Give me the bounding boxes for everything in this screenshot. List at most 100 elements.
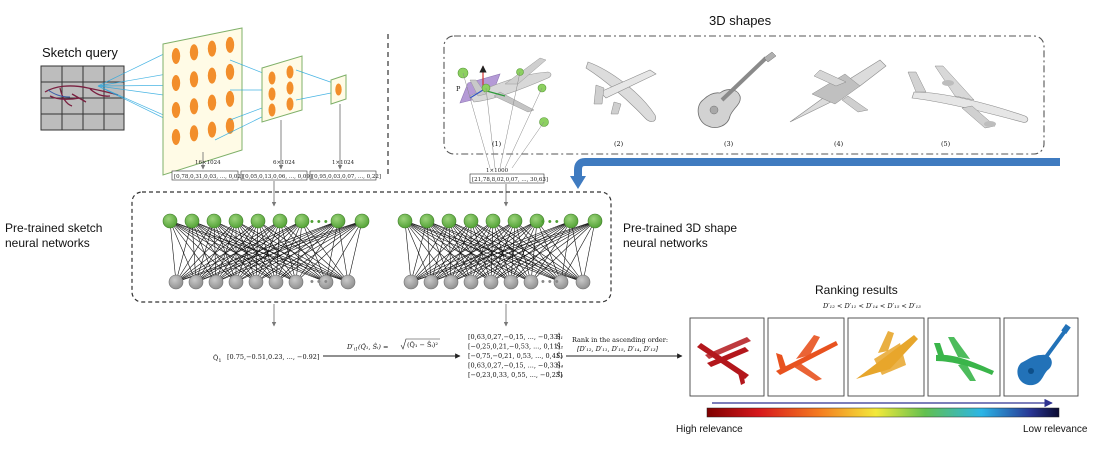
- networks-container: [131, 191, 612, 303]
- shapes-container: [443, 35, 1045, 155]
- feature-node: [225, 63, 235, 80]
- shape-network: [397, 213, 603, 290]
- network-node-output: [294, 213, 310, 229]
- result-box: [767, 317, 845, 397]
- shape-1-airplane: P: [456, 57, 552, 169]
- sketch-vector-1: [0,78,0,31,0,03, ..., 0,02]: [174, 174, 243, 180]
- sketch-airplane-strokes: [44, 85, 119, 107]
- shape-net-label-2: neural networks: [623, 236, 708, 250]
- network-node-output: [507, 213, 523, 229]
- result-box: [847, 317, 925, 397]
- feature-node: [225, 117, 235, 134]
- feature-node: [268, 71, 276, 85]
- feature-node: [268, 103, 276, 117]
- blue-arrow: [570, 158, 1060, 189]
- feature-node: [207, 94, 217, 111]
- network-node-input: [403, 274, 419, 290]
- feature-map-1: [162, 27, 243, 176]
- network-node-output: [419, 213, 435, 229]
- sketch-net-dots-top: • • •: [310, 216, 328, 228]
- feature-node: [171, 75, 181, 91]
- low-relevance-label: Low relevance: [1023, 424, 1088, 435]
- sketch-vector-2: [0,05,0,13,0,06, ..., 0,09]: [243, 174, 312, 180]
- shape-vector-label: Ŝ₄: [556, 361, 563, 370]
- feature-node: [171, 129, 181, 145]
- network-node-input: [168, 274, 184, 290]
- network-node-input: [228, 274, 244, 290]
- network-node-output: [228, 213, 244, 229]
- query-vector: [0.75,−0.51,0.23, ..., −0.92]: [227, 353, 319, 361]
- feature-node: [286, 97, 294, 111]
- network-node-output: [354, 213, 370, 229]
- rank-line-1: Rank in the ascending order:: [572, 336, 668, 344]
- high-relevance-label: High relevance: [676, 424, 743, 435]
- feature-node: [171, 48, 181, 64]
- feature-node: [189, 44, 199, 61]
- network-node-output: [529, 213, 545, 229]
- network-node-output: [563, 213, 579, 229]
- shapes-title: 3D shapes: [709, 13, 772, 28]
- feature-node: [207, 40, 217, 57]
- shape-vector-label: Ŝ₁: [556, 332, 563, 341]
- shape-net-dots-bottom: • • •: [541, 276, 559, 288]
- shape-vector-label: Ŝ₂: [556, 342, 563, 351]
- feature-map-3: [330, 74, 347, 105]
- feature-node: [189, 98, 199, 115]
- rank-line-2: [D′₁₂, D′₁₁, D′₁₅, D′₁₄, D′₁₃]: [577, 345, 659, 353]
- network-node-output: [463, 213, 479, 229]
- relevance-colorbar: [706, 407, 1060, 418]
- shape-caption: (3): [724, 140, 734, 148]
- feature-node: [189, 71, 199, 88]
- result-box: [1003, 317, 1079, 397]
- shape-dim: 1×1000: [486, 168, 509, 174]
- shape-vector-row: [−0,23,0,33, 0,55, ..., −0,23]: [468, 371, 563, 379]
- network-node-output: [250, 213, 266, 229]
- shape-net-dots-top: • • •: [541, 216, 559, 228]
- network-node-output: [587, 213, 603, 229]
- shape-vector-label: Ŝ₃: [556, 351, 563, 360]
- query-symbol: Q̂1: [213, 354, 222, 364]
- shape-vector-row: [−0,25,0,21,−0,53, ..., 0,11]: [468, 343, 560, 351]
- network-node-input: [318, 274, 334, 290]
- network-node-output: [162, 213, 178, 229]
- sketch-vector-boxes: [171, 170, 377, 181]
- network-node-input: [188, 274, 204, 290]
- ranking-title: Ranking results: [815, 283, 898, 297]
- shape-vector-label: Ŝ₅: [556, 370, 563, 379]
- shape-5-airliner: [907, 65, 1029, 129]
- shape-vector-list: [0,63,0,27,−0,15, ..., −0,33] Ŝ₁ [−0,25,0,…: [468, 332, 563, 379]
- sketch-query-grid: [40, 65, 125, 131]
- network-node-input: [523, 274, 539, 290]
- sketch-net-label-1: Pre-trained sketch: [5, 221, 102, 235]
- feature-node: [286, 81, 294, 95]
- shape-2-propeller-plane: [585, 61, 657, 122]
- network-node-output: [397, 213, 413, 229]
- point-label: P: [456, 85, 461, 93]
- network-node-input: [463, 274, 479, 290]
- network-node-output: [272, 213, 288, 229]
- network-node-input: [248, 274, 264, 290]
- feature-node: [225, 36, 235, 53]
- distance-formula: D′i1(Q̂₁, Ŝᵢ) = (Q̂₁ − Ŝᵢ)²: [346, 338, 440, 353]
- sketch-dim-1: 16×1024: [195, 160, 221, 166]
- feature-node: [225, 90, 235, 107]
- network-node-input: [208, 274, 224, 290]
- network-node-input: [423, 274, 439, 290]
- network-node-input: [340, 274, 356, 290]
- network-node-output: [330, 213, 346, 229]
- network-node-input: [443, 274, 459, 290]
- shape-vector-row: [0,63,0,27,−0,15, ..., −0,33]: [468, 362, 560, 370]
- network-node-output: [441, 213, 457, 229]
- network-node-input: [553, 274, 569, 290]
- shape-caption: (2): [614, 140, 624, 148]
- sketch-vector-3: [0,95,0,03,0,07, ..., 0,22]: [312, 174, 381, 180]
- shape-vector-row: [−0,75,−0,21, 0,53, ..., 0,41]: [468, 352, 563, 360]
- sketch-dim-3: 1×1024: [332, 160, 355, 166]
- network-node-output: [206, 213, 222, 229]
- feature-node: [286, 65, 294, 79]
- network-node-output: [485, 213, 501, 229]
- network-node-input: [483, 274, 499, 290]
- shape-caption: (4): [834, 140, 844, 148]
- feature-node: [207, 121, 217, 138]
- network-node-input: [268, 274, 284, 290]
